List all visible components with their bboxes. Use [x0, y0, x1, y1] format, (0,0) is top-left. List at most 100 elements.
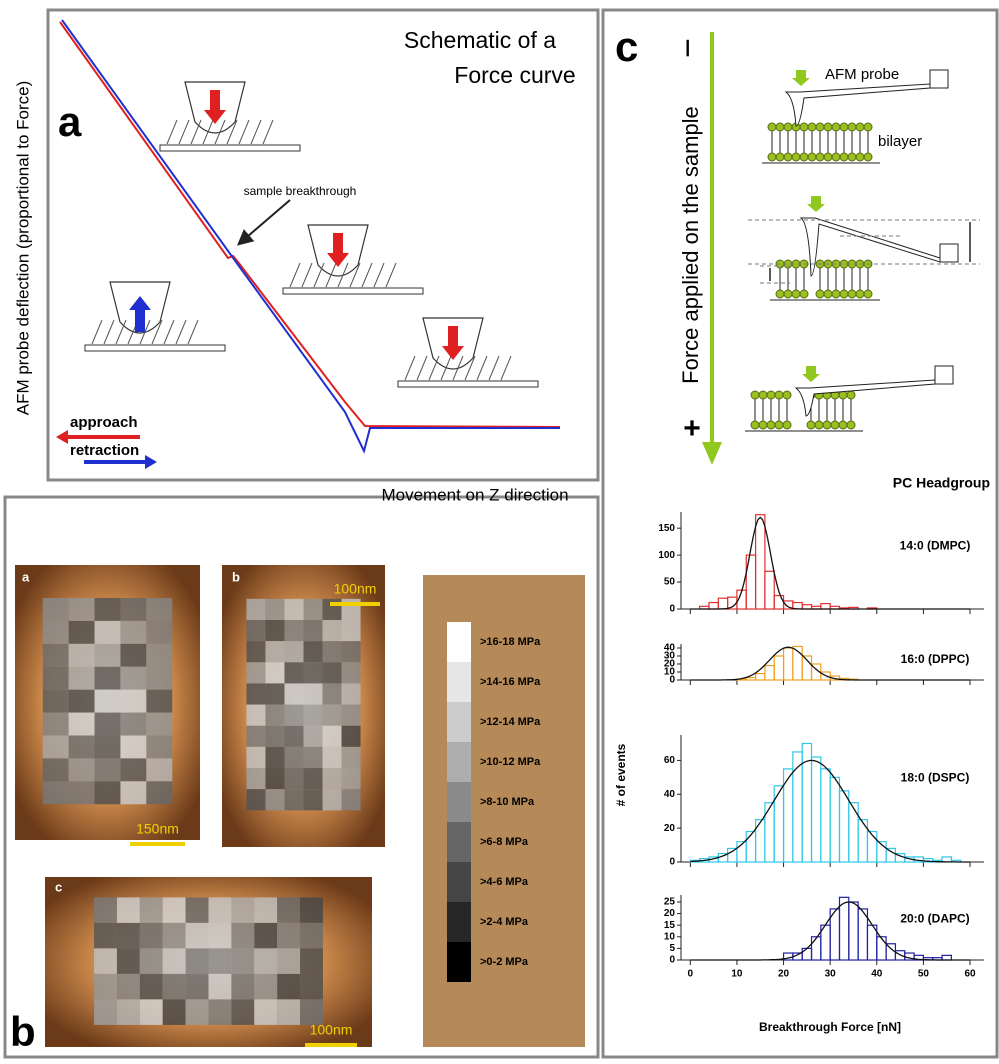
substrate [159, 144, 301, 152]
modulus-cell [68, 689, 95, 713]
legend-swatch [447, 662, 471, 702]
modulus-cell [162, 948, 186, 974]
modulus-cell [284, 789, 304, 811]
lipid-head [750, 390, 760, 400]
sample-hatch [115, 319, 127, 345]
modulus-cell [146, 735, 173, 759]
lipid-head [863, 152, 873, 162]
modulus-cell [284, 641, 304, 663]
sample-hatch [301, 262, 313, 288]
modulus-cell [284, 683, 304, 705]
modulus-cell [246, 641, 266, 663]
sample-hatch [178, 119, 190, 145]
y-tick-label: 10 [664, 667, 676, 678]
modulus-cell [322, 683, 342, 705]
lipid-head [855, 289, 865, 299]
modulus-cell [68, 666, 95, 690]
modulus-cell [303, 768, 323, 790]
modulus-cell [341, 768, 361, 790]
modulus-cell [322, 619, 342, 642]
bar [838, 896, 850, 961]
x-tick-label: 50 [918, 969, 930, 980]
force-arrow [442, 326, 464, 360]
modulus-cell [42, 781, 69, 805]
modulus-cell [94, 598, 121, 621]
modulus-cell [231, 897, 255, 923]
modulus-cell [68, 781, 95, 805]
modulus-cell [146, 598, 173, 621]
modulus-cell [42, 735, 69, 759]
legend-swatch [447, 822, 471, 862]
y-tick-label: 20 [664, 908, 676, 919]
modulus-cell [246, 725, 266, 747]
lipid-head [863, 122, 873, 132]
fit-curve [690, 646, 970, 681]
cantilever [784, 83, 931, 127]
y-tick-label: 30 [664, 651, 676, 662]
sample-hatch [187, 319, 199, 345]
modulus-cell [265, 683, 285, 705]
modulus-cell [341, 683, 361, 705]
lipid-head [839, 289, 849, 299]
modulus-cell [322, 704, 342, 726]
modulus-cell [146, 712, 173, 736]
sample-hatch [488, 355, 500, 381]
modulus-cell [254, 973, 278, 1000]
fit-curve [690, 901, 970, 961]
sample-hatch [452, 355, 464, 381]
bar [792, 751, 803, 863]
modulus-cell [68, 620, 95, 644]
y-tick-label: 5 [669, 943, 675, 954]
modulus-cell [322, 641, 342, 663]
substrate [397, 380, 539, 388]
modulus-cell [300, 922, 323, 949]
modulus-cell [231, 948, 255, 974]
lipid-head [775, 122, 785, 132]
sample-hatch [349, 262, 361, 288]
modulus-cell [94, 948, 117, 974]
bar [764, 570, 775, 610]
modulus-cell [120, 712, 147, 736]
modulus-cell [300, 973, 323, 1000]
modulus-cell [341, 789, 361, 811]
modulus-cell [139, 922, 163, 949]
y-axis-label: # of events [614, 743, 628, 806]
modulus-cell [94, 897, 117, 923]
modulus-cell [265, 725, 285, 747]
y-tick-label: 0 [669, 675, 675, 686]
modulus-cell [246, 746, 266, 769]
modulus-cell [341, 704, 361, 726]
bar [745, 676, 757, 681]
lipid-head [775, 289, 785, 299]
lipid-head [791, 289, 801, 299]
legend-label: >10-12 MPa [480, 756, 541, 768]
y-tick-label: 40 [664, 643, 676, 654]
modulus-cell [265, 704, 285, 726]
modulus-cell [42, 643, 69, 667]
sample-hatch [214, 119, 226, 145]
modulus-cell [42, 689, 69, 713]
x-axis-label: Movement on Z direction [381, 485, 568, 504]
modulus-cell [300, 999, 323, 1025]
modulus-cell [208, 922, 232, 949]
modulus-cell [265, 619, 285, 642]
modulus-cell [277, 897, 301, 923]
probe-block [934, 365, 954, 385]
fit-curve [690, 759, 970, 863]
legend-label: >12-14 MPa [480, 716, 541, 728]
lipid-head [847, 152, 857, 162]
cantilever [799, 217, 941, 277]
retraction-curve [61, 19, 560, 454]
legend-label: >4-6 MPa [480, 876, 529, 888]
modulus-cell [146, 666, 173, 690]
legend-label: >2-4 MPa [480, 916, 529, 928]
lipid-head [847, 122, 857, 132]
lipid-head [855, 152, 865, 162]
lipid-head [814, 420, 824, 430]
modulus-cell [254, 897, 278, 923]
modulus-cell [146, 781, 173, 805]
lipid-head [766, 390, 776, 400]
modulus-cell [341, 662, 361, 684]
scale-bar [330, 602, 380, 606]
lipid-head [839, 152, 849, 162]
